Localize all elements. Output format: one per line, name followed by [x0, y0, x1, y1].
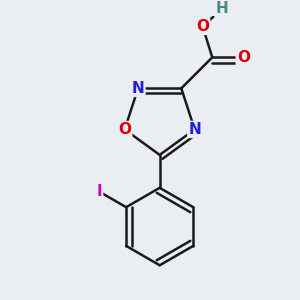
Text: O: O — [196, 19, 209, 34]
Text: N: N — [132, 81, 144, 96]
Text: O: O — [118, 122, 131, 137]
Text: I: I — [97, 184, 102, 199]
Text: N: N — [188, 122, 201, 137]
Text: O: O — [237, 50, 250, 65]
Text: H: H — [216, 2, 228, 16]
